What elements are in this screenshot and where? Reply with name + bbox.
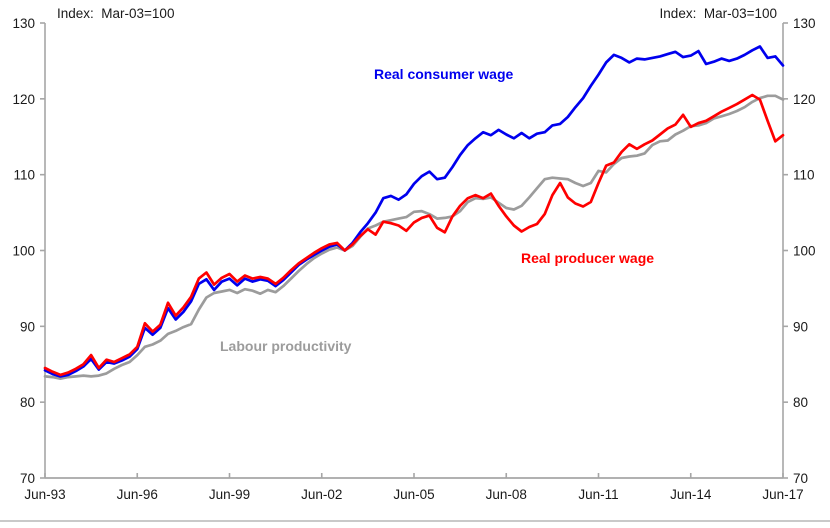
y-tick-label-right: 70 <box>793 471 808 486</box>
x-tick-label: Jun-11 <box>578 487 618 502</box>
y-tick-label-left: 130 <box>12 16 35 31</box>
x-tick-label: Jun-99 <box>209 487 250 502</box>
index-note-left: Index: Mar-03=100 <box>57 6 175 21</box>
y-tick-label-left: 80 <box>20 395 35 410</box>
y-tick-label-right: 120 <box>793 92 816 107</box>
index-note-right: Index: Mar-03=100 <box>659 6 777 21</box>
series-line-labour-productivity <box>43 94 785 381</box>
y-tick-label-left: 70 <box>20 471 35 486</box>
footer-divider-line <box>0 520 830 522</box>
x-tick-label: Jun-05 <box>393 487 434 502</box>
x-tick-label: Jun-08 <box>486 487 527 502</box>
x-tick-label: Jun-14 <box>670 487 712 502</box>
x-tick-label: Jun-96 <box>117 487 158 502</box>
y-tick-label-right: 110 <box>793 168 815 183</box>
x-tick-label: Jun-02 <box>301 487 342 502</box>
series-label-real-consumer-wage: Real consumer wage <box>374 66 514 82</box>
y-tick-label-right: 100 <box>793 244 816 259</box>
series-label-real-producer-wage: Real producer wage <box>521 250 655 266</box>
y-tick-label-left: 120 <box>12 92 35 107</box>
y-tick-label-right: 80 <box>793 395 808 410</box>
y-tick-label-right: 90 <box>793 319 808 334</box>
x-tick-label: Jun-93 <box>24 487 65 502</box>
y-tick-label-left: 110 <box>13 168 35 183</box>
y-tick-label-right: 130 <box>793 16 816 31</box>
x-tick-label: Jun-17 <box>762 487 803 502</box>
series-line-real-producer-wage <box>43 93 785 377</box>
series-label-labour-productivity: Labour productivity <box>220 338 352 354</box>
y-tick-label-left: 100 <box>12 244 35 259</box>
series-line-real-consumer-wage <box>43 45 785 378</box>
y-tick-label-left: 90 <box>20 319 35 334</box>
